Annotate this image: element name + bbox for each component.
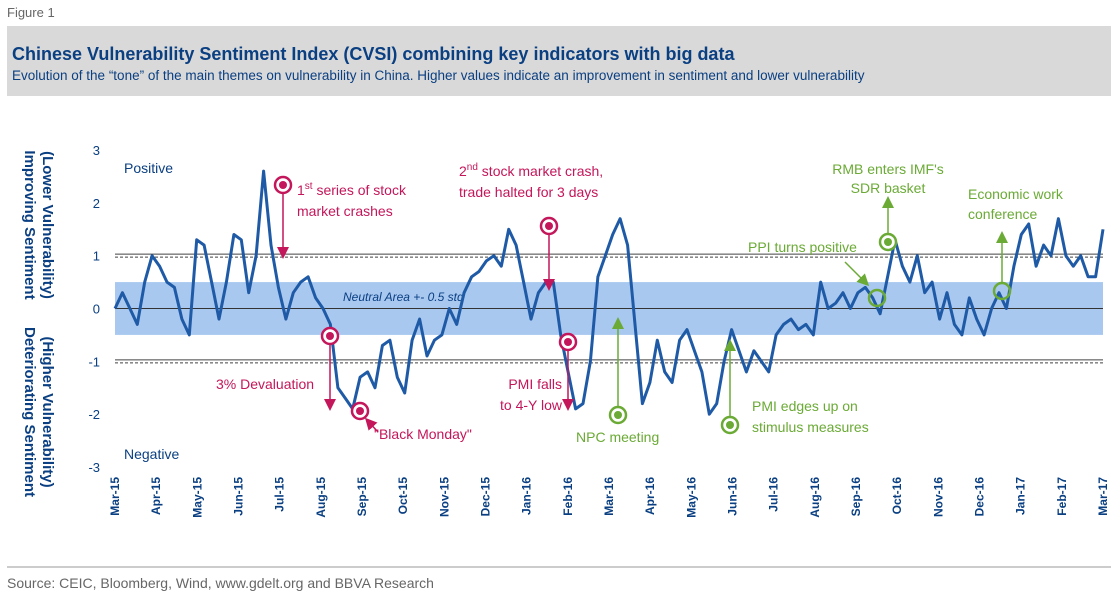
x-tick-label: Aug-16 (808, 477, 822, 518)
x-tick-label: Oct-15 (396, 477, 410, 515)
y-tick-label: 0 (93, 302, 100, 317)
marker (564, 338, 572, 346)
y-tick-label: 2 (93, 196, 100, 211)
annotation: SDR basket (851, 180, 926, 196)
annotation-text: stock market crash, (478, 163, 603, 179)
x-tick-label: Jul-15 (273, 477, 287, 512)
annotation: RMB enters IMF's (832, 161, 944, 177)
marker (326, 332, 334, 340)
x-tick-label: Jun-15 (232, 477, 246, 516)
annotations: 1st series of stock market crashes 3% De… (216, 161, 1064, 445)
annotation: PPI turns positive (748, 239, 857, 255)
x-tick-label: Feb-17 (1055, 477, 1069, 516)
arrow (364, 417, 379, 433)
annotation-text: series of stock (313, 182, 407, 198)
x-tick-label: Jan-17 (1014, 477, 1028, 515)
x-tick-label: Mar-17 (1096, 477, 1110, 516)
annotation: PMI edges up on (752, 398, 858, 414)
x-tick-label: Jan-16 (520, 477, 534, 515)
header-box (7, 26, 1111, 96)
negative-label: Negative (124, 446, 179, 462)
annotation: market crashes (297, 203, 393, 219)
annotation: 3% Devaluation (216, 376, 314, 392)
annotation: 1st series of stock (297, 181, 407, 198)
series-line (113, 169, 1105, 416)
annotation: PMI falls (508, 376, 562, 392)
x-tick-label: Nov-16 (931, 477, 945, 517)
marker (867, 288, 887, 308)
annotation-text: 1 (297, 182, 305, 198)
neutral-label: Neutral Area +- 0.5 std (343, 290, 464, 304)
x-tick-label: May-15 (190, 477, 204, 518)
chart-title: Chinese Vulnerability Sentiment Index (C… (12, 44, 735, 64)
marker (279, 181, 287, 189)
x-tick-label: Mar-15 (108, 477, 122, 516)
y-tick-label: 3 (93, 143, 100, 158)
x-tick-label: Dec-15 (479, 477, 493, 517)
x-tick-label: Oct-16 (890, 477, 904, 515)
annotation-text: nd (467, 162, 478, 173)
y-label: Improving Sentiment (21, 150, 38, 299)
annotation: Economic work (968, 186, 1064, 202)
x-tick-label: Jun-16 (726, 477, 740, 516)
x-tick-label: Mar-16 (602, 477, 616, 516)
y-label: Deteriorating Sentiment (21, 327, 38, 497)
x-tick-label: Aug-15 (314, 477, 328, 518)
arrow (844, 261, 870, 287)
annotation: stimulus measures (752, 419, 869, 435)
marker (726, 421, 734, 429)
marker (992, 281, 1012, 301)
figure-label: Figure 1 (7, 5, 55, 20)
annotation: 2nd stock market crash, (459, 162, 603, 179)
chart-subtitle: Evolution of the “tone” of the main them… (12, 68, 865, 83)
x-tick-label: Apr-16 (643, 477, 657, 515)
y-tick-label: -1 (88, 354, 100, 369)
marker (884, 238, 892, 246)
y-label: (Higher Vulnerability) (39, 336, 56, 487)
x-tick-label: Dec-16 (973, 477, 987, 517)
annotation: conference (968, 206, 1037, 222)
x-tick-label: Feb-16 (561, 477, 575, 516)
annotation: trade halted for 3 days (459, 184, 598, 200)
y-tick-label: -2 (88, 407, 100, 422)
marker (614, 411, 622, 419)
x-tick-label: May-16 (684, 477, 698, 518)
annotation-text: 2 (459, 163, 467, 179)
x-tick-label: Nov-15 (437, 477, 451, 517)
annotation: to 4-Y low (500, 397, 563, 413)
y-tick-label: 1 (93, 249, 100, 264)
positive-label: Positive (124, 160, 173, 176)
source: Source: CEIC, Bloomberg, Wind, www.gdelt… (7, 575, 434, 591)
x-tick-label: Jul-16 (767, 477, 781, 512)
marker (356, 407, 364, 415)
annotation-text: st (305, 181, 313, 192)
y-tick-label: -3 (88, 460, 100, 475)
annotation: NPC meeting (576, 429, 659, 445)
y-label: (Lower Vulnerability) (39, 151, 56, 299)
x-tick-label: Sep-16 (849, 477, 863, 517)
x-tick-label: Apr-15 (149, 477, 163, 515)
x-tick-label: Sep-15 (355, 477, 369, 517)
annotation: "Black Monday" (374, 426, 472, 442)
marker (545, 222, 553, 230)
